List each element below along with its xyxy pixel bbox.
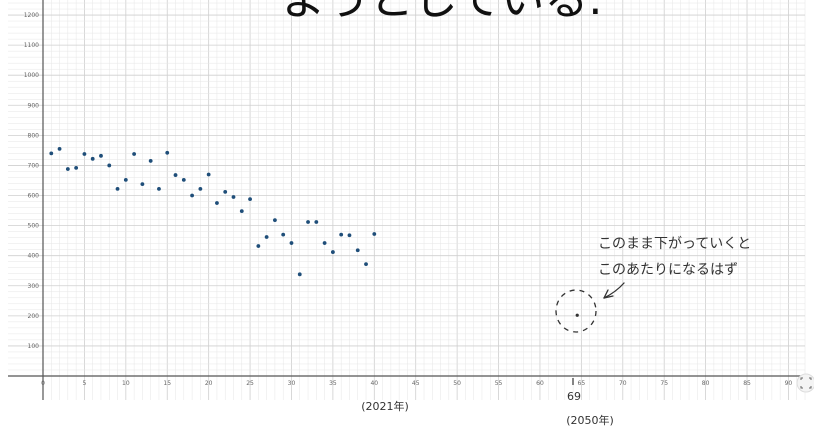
data-point	[281, 232, 286, 237]
data-point	[314, 220, 319, 224]
y-tick-label: 300	[28, 283, 40, 290]
x-tick-label: 65	[578, 380, 586, 387]
data-point	[322, 241, 327, 245]
data-point	[231, 195, 236, 199]
data-point	[248, 197, 252, 202]
data-point	[181, 177, 186, 182]
y-tick-label: 200	[28, 313, 40, 320]
x-tick-label: 85	[743, 380, 751, 387]
annotation-arrow	[603, 282, 625, 299]
data-point	[223, 190, 228, 194]
x-tick-label: 80	[702, 380, 710, 387]
y-tick-label: 700	[28, 162, 40, 169]
x-tick-label: 15	[163, 380, 171, 387]
data-point	[306, 220, 310, 224]
header-text: ようとしている.	[282, 0, 603, 25]
predicted-data-point	[575, 313, 579, 317]
predicted-point-circle	[555, 289, 597, 333]
x-mark-2021-label: (2021年)	[361, 399, 409, 413]
data-point	[165, 150, 170, 155]
data-point	[190, 193, 194, 198]
data-point	[132, 152, 137, 156]
x-tick-label: 0	[41, 380, 45, 387]
x-tick-label: 55	[495, 380, 503, 387]
chart-grid	[8, 0, 806, 400]
y-tick-label: 100	[28, 343, 40, 350]
data-point	[74, 165, 79, 170]
data-point	[347, 233, 352, 238]
annotation-line-2: このあたりになるはず	[598, 262, 738, 278]
data-point	[297, 272, 302, 277]
x-tick-label: 25	[246, 380, 254, 387]
x-tick-label: 60	[536, 380, 544, 387]
data-point	[107, 163, 112, 168]
data-point	[215, 201, 219, 205]
x-tick-label: 90	[785, 380, 793, 387]
data-point	[355, 248, 360, 253]
chart-axes	[8, 0, 805, 400]
y-tick-label: 1200	[24, 12, 39, 19]
y-tick-label: 900	[28, 102, 40, 109]
data-point	[157, 187, 161, 191]
data-point	[239, 209, 244, 214]
data-point	[49, 151, 54, 156]
y-tick-label: 800	[28, 132, 40, 139]
y-tick-label: 400	[28, 253, 40, 260]
x-tick-label: 35	[329, 380, 337, 387]
x-mark-69-label: 69	[567, 390, 581, 403]
data-point	[65, 167, 70, 171]
data-point	[289, 241, 294, 245]
x-tick-label: 40	[370, 380, 378, 387]
x-tick-label: 70	[619, 380, 627, 387]
x-tick-label: 20	[205, 380, 213, 387]
data-point	[90, 156, 95, 161]
data-point	[264, 235, 269, 239]
y-tick-label: 500	[28, 223, 40, 230]
x-tick-label: 5	[82, 380, 86, 387]
data-point	[198, 187, 203, 191]
x-tick-label: 50	[453, 380, 461, 387]
x-tick-label: 10	[122, 380, 130, 387]
y-tick-label: 600	[28, 193, 40, 200]
data-point	[57, 146, 62, 151]
data-point	[148, 159, 153, 163]
x-tick-label: 30	[288, 380, 296, 387]
data-point	[82, 152, 87, 156]
data-point	[206, 172, 211, 177]
data-point	[372, 232, 377, 236]
chart-tick-labels: 0 5 10 15 20 25 30 35 40 45 50 55 60 65 70 75 80 85 90 100 2…	[24, 12, 793, 387]
chart-points	[49, 146, 579, 317]
data-point	[140, 182, 145, 186]
x-mark-2050-label: (2050年)	[566, 413, 614, 427]
data-point	[339, 232, 344, 237]
x-tick-label: 75	[660, 380, 668, 387]
data-point	[330, 250, 335, 254]
x-tick-label: 45	[412, 380, 420, 387]
data-point	[364, 262, 368, 267]
data-point	[273, 218, 277, 223]
data-point	[123, 177, 128, 182]
data-point	[173, 173, 178, 177]
fullscreen-icon[interactable]	[796, 373, 814, 393]
data-point	[256, 244, 261, 248]
y-tick-label: 1000	[24, 72, 39, 79]
y-tick-label: 1100	[24, 42, 39, 49]
data-point	[115, 187, 120, 191]
data-point	[99, 153, 103, 158]
annotation-line-1: このまま下がっていくと	[598, 236, 751, 252]
